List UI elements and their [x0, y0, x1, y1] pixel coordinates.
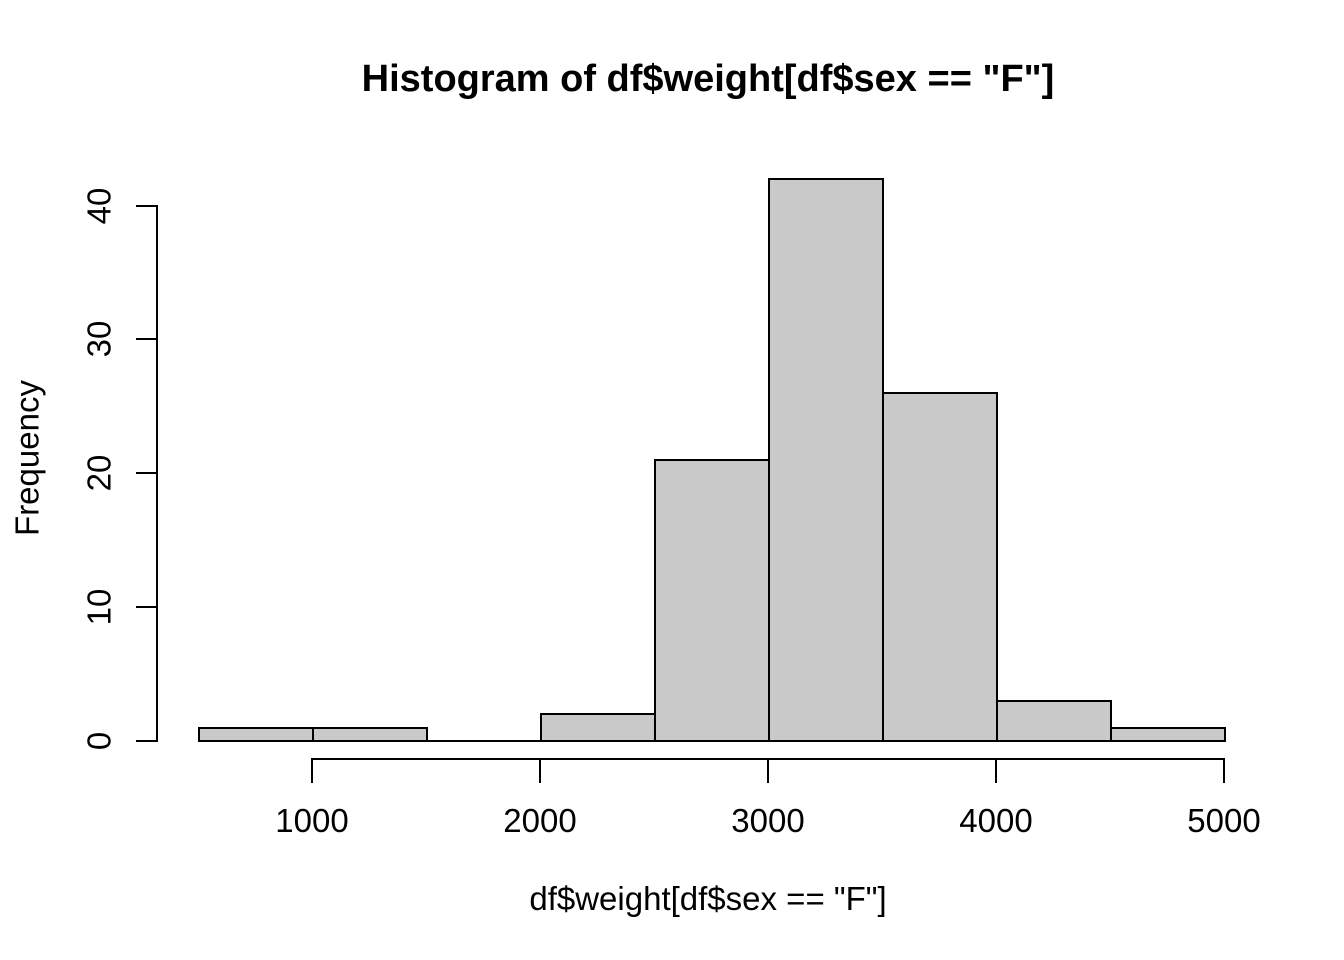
x-tick-label: 4000 — [959, 802, 1033, 839]
histogram-bar — [768, 177, 884, 742]
histogram-bar — [882, 391, 998, 742]
y-tick-label: 40 — [80, 187, 118, 224]
histogram-bar — [198, 726, 314, 742]
x-tick — [539, 758, 541, 783]
y-tick — [136, 606, 156, 609]
y-tick — [136, 740, 156, 742]
x-tick — [767, 758, 769, 783]
histogram-bar — [540, 713, 656, 742]
y-tick — [136, 472, 156, 475]
histogram-bar — [1110, 726, 1226, 742]
y-tick-label: 20 — [80, 454, 118, 492]
x-tick-label: 1000 — [275, 802, 349, 839]
y-tick-label: 30 — [80, 321, 118, 358]
y-tick — [136, 204, 156, 207]
x-axis-label: df$weight[df$sex == "F"] — [529, 880, 887, 917]
x-tick — [311, 758, 313, 783]
y-tick-label: 0 — [80, 731, 118, 751]
x-tick-label: 2000 — [503, 802, 577, 839]
x-tick-label: 3000 — [731, 802, 805, 839]
x-tick — [995, 758, 997, 783]
histogram-bar — [312, 726, 428, 742]
x-tick — [1223, 758, 1225, 783]
y-tick — [136, 338, 156, 341]
histogram-bar — [996, 699, 1112, 742]
y-tick-label: 10 — [80, 588, 118, 626]
histogram-bar — [654, 458, 770, 742]
chart-title: Histogram of df$weight[df$sex == "F"] — [361, 58, 1055, 100]
x-tick-label: 5000 — [1187, 802, 1261, 839]
y-axis-line — [156, 204, 158, 742]
